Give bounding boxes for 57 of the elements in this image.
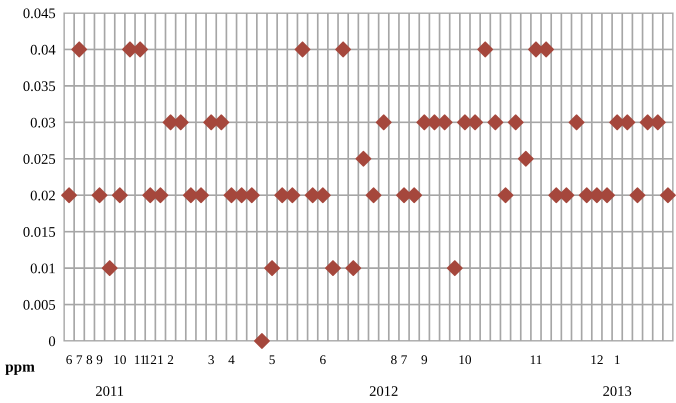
y-tick-label: 0.005 <box>23 300 56 310</box>
point <box>487 114 504 130</box>
x-tick-label: 6 <box>66 355 72 364</box>
x-tick-label: 10 <box>114 355 126 364</box>
x-tick-label: 4 <box>228 355 235 364</box>
y-axis-title: ppm <box>5 364 35 375</box>
y-tick-label: 0 <box>48 336 56 346</box>
x-tick-label: 8 <box>86 355 92 364</box>
point <box>324 260 341 276</box>
point <box>112 187 128 204</box>
y-tick-label: 0.035 <box>23 81 56 92</box>
x-tick-label: 11 <box>134 355 146 364</box>
point <box>71 41 88 58</box>
point <box>446 260 463 276</box>
point <box>376 114 392 130</box>
point <box>498 187 514 204</box>
text: 2011 <box>96 386 124 396</box>
point <box>518 150 534 167</box>
point <box>629 187 646 204</box>
point <box>345 260 362 276</box>
point <box>355 150 372 167</box>
x-tick-label: 8 <box>391 355 397 364</box>
x-tick-label: 1 <box>615 355 620 364</box>
x-tick-label: 1 <box>158 355 163 364</box>
point <box>264 260 280 276</box>
point <box>477 41 494 58</box>
point <box>366 187 382 204</box>
text: 2013 <box>603 386 632 396</box>
x-tick-label: 3 <box>208 355 214 364</box>
point <box>254 333 270 349</box>
x-tick-label: 6 <box>320 355 326 364</box>
x-tick-label: 5 <box>270 355 275 364</box>
point <box>61 187 78 204</box>
point <box>508 114 524 130</box>
point <box>102 260 118 276</box>
y-tick-label: 0.025 <box>23 154 56 164</box>
y-tick-label: 0.015 <box>23 227 56 237</box>
point <box>294 41 311 58</box>
x-tick-label: 7 <box>402 355 407 364</box>
point <box>660 187 676 204</box>
y-tick-label: 0.03 <box>30 118 56 128</box>
point <box>92 187 108 204</box>
x-tick-label: 11 <box>530 355 542 364</box>
x-tick-label: 10 <box>459 355 472 364</box>
x-tick-label: 9 <box>421 355 428 364</box>
y-tick-label: 0.04 <box>30 44 56 55</box>
x-tick-label: 7 <box>76 355 82 364</box>
x-tick-label: 12 <box>144 355 156 364</box>
y-tick-label: 0.045 <box>23 8 56 18</box>
x-tick-label: 12 <box>591 355 603 364</box>
y-tick-label: 0.02 <box>30 190 55 200</box>
x-tick-label: 2 <box>168 355 174 364</box>
point <box>335 41 352 58</box>
x-tick-label: 9 <box>96 355 102 364</box>
y-tick-label: 0.01 <box>30 263 55 274</box>
point <box>568 114 585 130</box>
text: 2012 <box>370 386 398 396</box>
